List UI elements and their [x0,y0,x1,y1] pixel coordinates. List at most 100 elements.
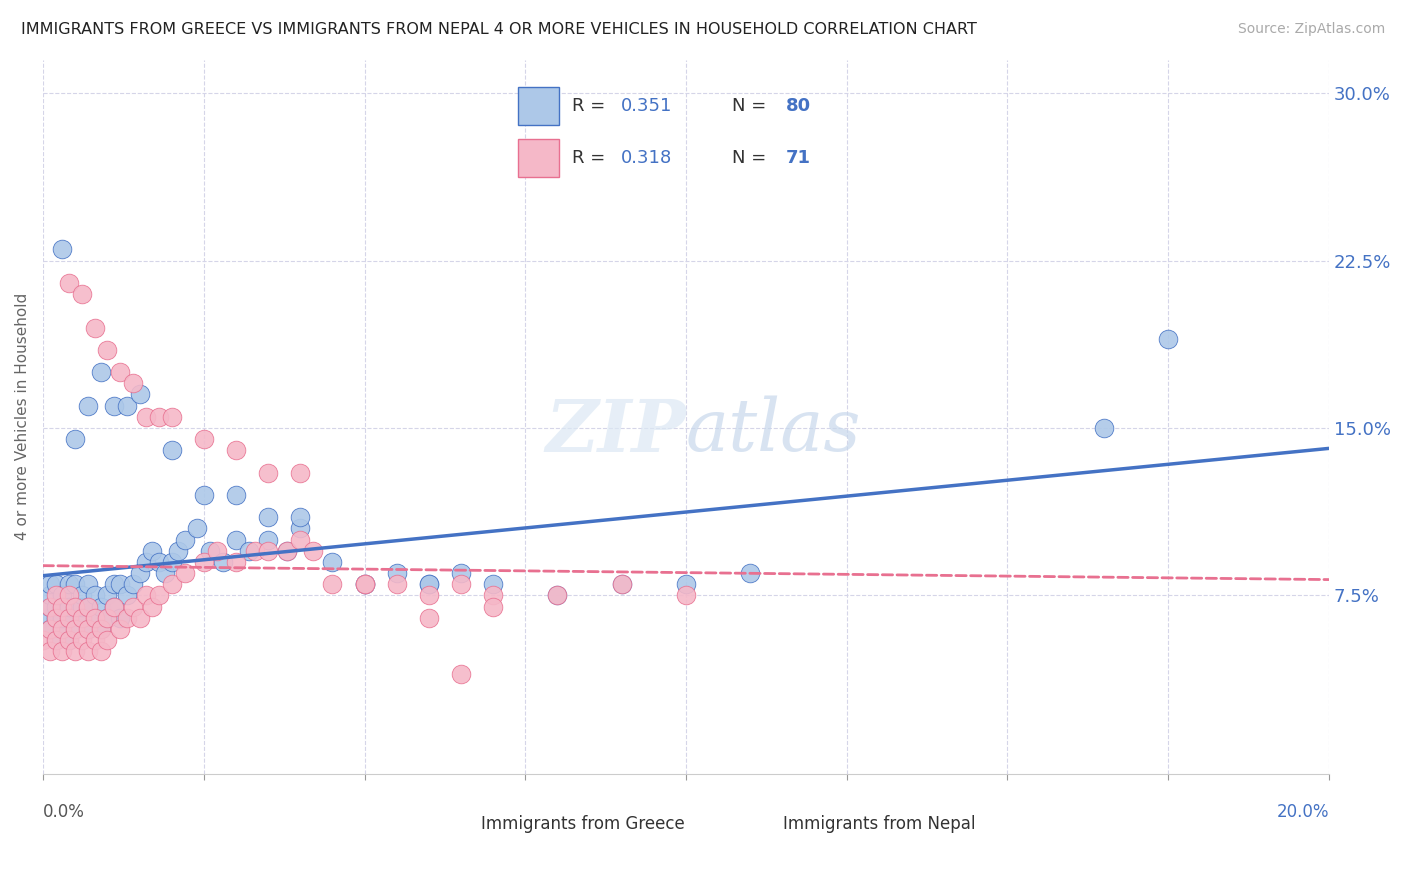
Point [70,611,93,625]
Point [321,577,343,591]
Point [225,488,247,502]
Point [193,488,215,502]
Point [418,589,440,603]
Text: 20.0%: 20.0% [1277,803,1329,821]
Point [96,611,118,625]
Point [65,577,87,591]
Point [740,566,762,580]
Point [115,399,138,413]
Point [96,633,118,648]
Point [160,577,183,591]
Point [58,633,80,648]
Point [238,543,260,558]
Point [141,599,163,614]
Point [110,577,132,591]
Y-axis label: 4 or more Vehicles in Household: 4 or more Vehicles in Household [15,293,30,541]
Point [450,666,472,681]
Text: 0.0%: 0.0% [44,803,86,821]
Point [45,611,67,625]
Point [77,644,100,658]
Point [96,611,118,625]
Point [122,577,145,591]
Point [83,320,105,334]
Text: atlas: atlas [686,396,862,467]
Point [51,599,73,614]
Point [610,577,633,591]
Point [212,555,235,569]
Point [70,599,93,614]
Point [77,622,100,636]
Point [546,589,568,603]
Point [245,543,267,558]
Point [51,611,73,625]
Point [90,599,112,614]
Point [290,510,312,524]
Point [51,243,73,257]
Point [290,533,312,547]
Point [45,599,67,614]
Point [58,611,80,625]
Point [103,599,125,614]
Point [77,399,100,413]
Point [38,622,60,636]
Point [276,543,298,558]
Point [546,589,568,603]
Point [45,577,67,591]
Point [675,589,697,603]
Point [96,343,118,357]
Point [193,555,215,569]
Point [353,577,375,591]
Point [70,589,93,603]
Point [160,555,183,569]
Point [51,589,73,603]
Point [186,521,208,535]
Point [128,611,150,625]
Point [38,577,60,591]
Point [45,589,67,603]
Point [418,611,440,625]
Point [70,633,93,648]
Point [38,589,60,603]
Point [77,599,100,614]
Point [58,599,80,614]
Point [90,622,112,636]
Point [257,466,280,480]
Point [225,555,247,569]
Point [51,599,73,614]
Point [83,611,105,625]
Point [290,466,312,480]
Point [148,409,170,424]
Point [45,633,67,648]
Point [38,599,60,614]
Point [96,589,118,603]
Text: Source: ZipAtlas.com: Source: ZipAtlas.com [1237,22,1385,37]
Point [225,533,247,547]
Point [110,365,132,379]
Point [70,611,93,625]
Point [32,633,55,648]
Point [167,543,190,558]
Point [353,577,375,591]
Text: IMMIGRANTS FROM GREECE VS IMMIGRANTS FROM NEPAL 4 OR MORE VEHICLES IN HOUSEHOLD : IMMIGRANTS FROM GREECE VS IMMIGRANTS FRO… [21,22,977,37]
Point [45,633,67,648]
Point [83,589,105,603]
Point [1092,421,1115,435]
Point [70,287,93,301]
Point [353,577,375,591]
Point [302,543,325,558]
Point [90,644,112,658]
Point [51,622,73,636]
Point [482,589,505,603]
Point [38,599,60,614]
Point [675,577,697,591]
Point [205,543,228,558]
Point [135,555,157,569]
Point [173,533,195,547]
Point [77,599,100,614]
Point [610,577,633,591]
Point [115,589,138,603]
Point [135,589,157,603]
Point [418,577,440,591]
Point [90,622,112,636]
Point [65,599,87,614]
